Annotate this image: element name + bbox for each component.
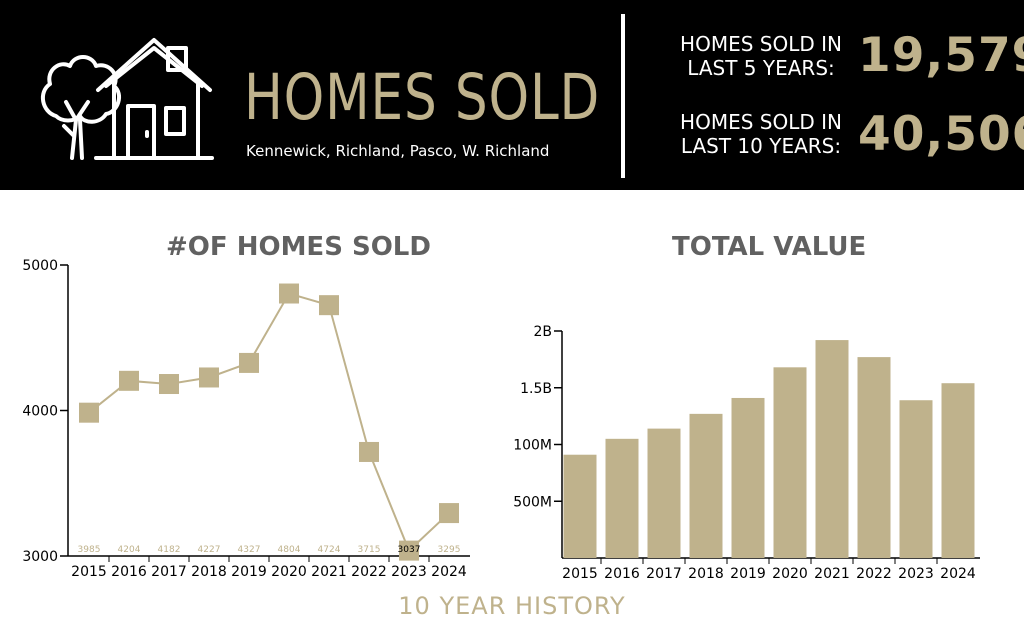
homes-sold-line-chart: 3000 4000 5000 3985 4204 4182 4227 4327 4804 4724…: [22, 258, 470, 580]
line-point: [79, 402, 99, 423]
line-x-tick-label: 2016: [111, 564, 147, 580]
line-x-tick-label: 2018: [191, 564, 227, 580]
line-x-tick-label: 2021: [311, 564, 347, 580]
line-data-label: 4724: [318, 545, 341, 555]
line-x-tick-label: 2023: [391, 564, 427, 580]
line-data-label: 3295: [438, 545, 461, 555]
stat-label-10yr-line2: LAST 10 YEARS:: [680, 134, 842, 158]
bar: [941, 383, 975, 558]
line-data-label: 4182: [158, 545, 181, 555]
line-point: [119, 370, 139, 391]
stat-label-10yr-line1: HOMES SOLD IN: [680, 110, 842, 134]
stat-value-10yr: 40,506: [858, 107, 1024, 162]
bar: [689, 413, 723, 558]
line-point: [239, 352, 259, 373]
bar-x-tick-label: 2019: [730, 566, 766, 582]
bar-chart-title: TOTAL VALUE: [672, 232, 867, 262]
line-data-label: 4227: [198, 545, 221, 555]
line-data-label: 3037: [398, 545, 421, 555]
line-x-tick-label: 2017: [151, 564, 187, 580]
line-data-label: 3715: [358, 545, 381, 555]
bar-x-tick-label: 2016: [604, 566, 640, 582]
line-x-tick-label: 2019: [231, 564, 267, 580]
line-x-tick-label: 2015: [71, 564, 107, 580]
bar-x-tick-label: 2018: [688, 566, 724, 582]
bar-x-tick-label: 2023: [898, 566, 934, 582]
bar: [899, 400, 933, 558]
bar: [773, 367, 807, 558]
bar: [563, 454, 597, 558]
line-y-tick-label: 5000: [22, 258, 58, 274]
line-x-tick-label: 2020: [271, 564, 307, 580]
total-value-bar-chart: 500M 100M 1.5B 2B 2015 2016 2017 2018 2019 2020 20…: [513, 324, 980, 582]
line-x-tick-label: 2022: [351, 564, 387, 580]
line-x-tick-label: 2024: [431, 564, 467, 580]
bar: [857, 357, 891, 558]
bar-y-tick-label: 100M: [513, 438, 552, 454]
line-y-tick-label: 3000: [22, 549, 58, 565]
line-y-tick-label: 4000: [22, 404, 58, 420]
bar-y-tick-label: 2B: [533, 324, 552, 340]
bar-x-tick-label: 2021: [814, 566, 850, 582]
line-series: [88, 292, 450, 553]
line-data-label: 4804: [278, 545, 301, 555]
line-point: [159, 374, 179, 395]
bar-x-tick-label: 2017: [646, 566, 682, 582]
bar-y-tick-label: 1.5B: [520, 381, 552, 397]
stat-value-5yr: 19,579: [858, 28, 1024, 83]
page-subtitle: Kennewick, Richland, Pasco, W. Richland: [246, 142, 550, 160]
bar: [605, 438, 639, 558]
line-point: [199, 367, 219, 388]
bar: [815, 340, 849, 558]
line-point: [399, 540, 419, 561]
bar-x-tick-label: 2024: [940, 566, 976, 582]
page-title: HOMES SOLD: [244, 61, 601, 134]
stat-label-10yr: HOMES SOLD IN LAST 10 YEARS:: [676, 110, 846, 158]
line-data-label: 3985: [78, 545, 101, 555]
header-banner: HOMES SOLD Kennewick, Richland, Pasco, W…: [0, 0, 1024, 190]
stat-label-5yr-line1: HOMES SOLD IN: [680, 32, 842, 56]
line-data-label: 4327: [238, 545, 261, 555]
bar: [647, 428, 681, 558]
footer-caption: 10 YEAR HISTORY: [398, 592, 626, 620]
line-point: [439, 503, 459, 524]
stat-label-5yr: HOMES SOLD IN LAST 5 YEARS:: [676, 32, 846, 80]
line-chart-title: #OF HOMES SOLD: [166, 232, 431, 262]
header-divider: [621, 14, 625, 178]
line-point: [279, 283, 299, 304]
stat-label-5yr-line2: LAST 5 YEARS:: [687, 56, 835, 80]
bar-x-tick-label: 2022: [856, 566, 892, 582]
bar-x-tick-label: 2020: [772, 566, 808, 582]
bar-y-tick-label: 500M: [513, 494, 552, 510]
bar-x-tick-label: 2015: [562, 566, 598, 582]
line-data-label: 4204: [118, 545, 141, 555]
house-with-tree-icon: [40, 38, 214, 160]
line-point: [359, 441, 379, 462]
line-point: [319, 295, 339, 316]
bar: [731, 397, 765, 558]
